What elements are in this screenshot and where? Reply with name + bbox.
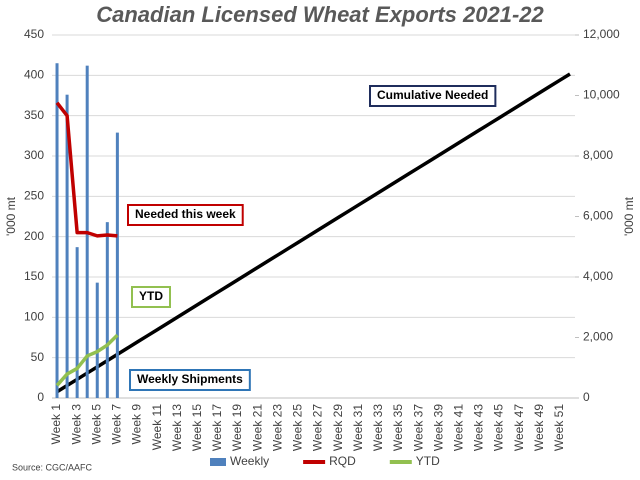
y-tick-label: 400	[24, 68, 44, 82]
y-tick-label: 250	[24, 189, 44, 203]
y-tick-label: 50	[31, 350, 45, 364]
bar	[95, 282, 99, 398]
y2-tick-label: 10,000	[583, 88, 620, 102]
y-axis-label: '000 mt	[4, 196, 18, 236]
y2-tick-label: 8,000	[583, 148, 613, 162]
x-tick-label: Week 41	[452, 404, 466, 451]
x-tick-label: Week 3	[69, 404, 83, 445]
legend-label: RQD	[329, 454, 356, 468]
x-tick-label: Week 13	[170, 404, 184, 451]
source: Source: CGC/AAFC	[12, 462, 93, 472]
legend-label: YTD	[416, 454, 440, 468]
y2-tick-label: 12,000	[583, 27, 620, 41]
y-tick-label: 100	[24, 310, 44, 324]
y-tick-label: 350	[24, 108, 44, 122]
bar	[55, 63, 59, 398]
x-tick-label: Week 21	[250, 404, 264, 451]
x-tick-label: Week 33	[371, 404, 385, 451]
x-tick-label: Week 35	[391, 404, 405, 451]
bar	[105, 222, 109, 398]
legend-label: Weekly	[230, 454, 269, 468]
x-tick-label: Week 7	[110, 404, 124, 445]
series-line	[55, 333, 119, 387]
annotation: Needed this week	[135, 207, 236, 221]
y-tick-label: 0	[37, 390, 44, 404]
cumulative-line	[56, 72, 571, 394]
annotation: Weekly Shipments	[137, 372, 243, 386]
legend-swatch	[210, 458, 226, 466]
y2-tick-label: 4,000	[583, 269, 613, 283]
x-tick-label: Week 45	[492, 404, 506, 451]
y2-tick-label: 0	[583, 390, 590, 404]
bar	[115, 132, 119, 398]
y2-tick-label: 2,000	[583, 330, 613, 344]
x-tick-label: Week 37	[411, 404, 425, 451]
x-tick-label: Week 15	[190, 404, 204, 451]
y-tick-label: 150	[24, 269, 44, 283]
x-tick-label: Week 51	[552, 404, 566, 451]
x-tick-label: Week 47	[512, 404, 526, 451]
x-tick-label: Week 27	[311, 404, 325, 451]
x-tick-label: Week 1	[49, 404, 63, 445]
y-tick-label: 300	[24, 148, 44, 162]
x-tick-label: Week 31	[351, 404, 365, 451]
series-line	[55, 101, 118, 238]
x-tick-label: Week 29	[331, 404, 345, 451]
x-tick-label: Week 17	[210, 404, 224, 451]
annotation-box	[369, 85, 497, 107]
bar	[65, 94, 69, 399]
y2-axis-label: '000 mt	[622, 196, 636, 236]
x-tick-label: Week 19	[230, 404, 244, 451]
annotation: Cumulative Needed	[377, 88, 488, 102]
x-tick-label: Week 11	[150, 404, 164, 451]
x-tick-label: Week 43	[472, 404, 486, 451]
bar	[75, 247, 79, 398]
x-tick-label: Week 39	[431, 404, 445, 451]
annotation-box	[131, 286, 171, 308]
x-tick-label: Week 9	[130, 404, 144, 445]
x-tick-label: Week 5	[89, 404, 103, 445]
y-tick-label: 450	[24, 27, 44, 41]
x-tick-label: Week 49	[532, 404, 546, 451]
chart-title: Canadian Licensed Wheat Exports 2021-22	[96, 2, 544, 27]
annotation: YTD	[139, 289, 163, 303]
y-tick-label: 200	[24, 229, 44, 243]
annotation-box	[129, 369, 251, 391]
x-tick-label: Week 25	[291, 404, 305, 451]
y2-tick-label: 6,000	[583, 209, 613, 223]
annotation-box	[127, 204, 244, 226]
x-tick-label: Week 23	[270, 404, 284, 451]
